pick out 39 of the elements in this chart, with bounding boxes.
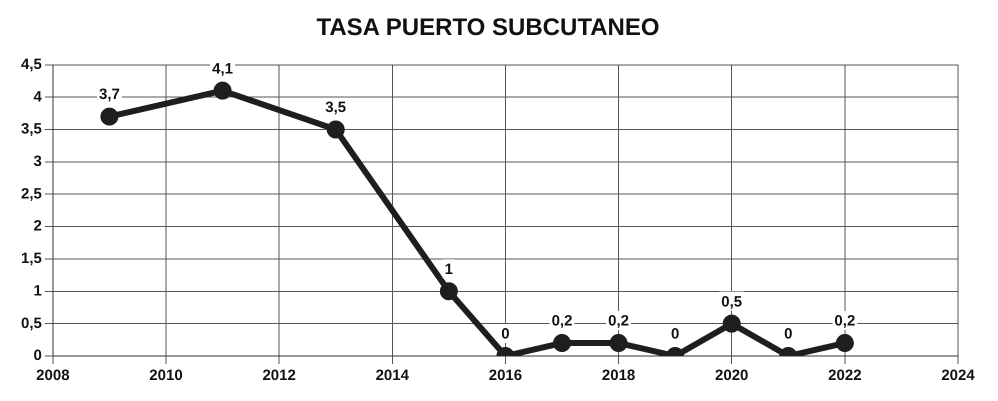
y-tick-label: 3: [34, 153, 42, 170]
data-label: 3,5: [325, 99, 346, 116]
y-tick-label: 1: [34, 282, 42, 300]
x-tick-label: 2014: [376, 367, 410, 384]
data-label: 0,5: [721, 293, 742, 310]
y-tick-label: 0,5: [20, 314, 42, 332]
data-label: 1: [444, 260, 454, 278]
point: [553, 334, 571, 352]
y-tick-label: 4,5: [20, 56, 42, 73]
data-label: 0,2: [834, 312, 856, 330]
data-label: 4,1: [212, 60, 233, 78]
point: [722, 314, 741, 333]
y-tick-label: 1,5: [20, 250, 42, 268]
x-tick-label: 2022: [828, 367, 862, 384]
point: [214, 82, 232, 100]
x-tick-label: 2018: [602, 367, 636, 384]
point: [836, 334, 854, 352]
y-tick-label: 4: [34, 88, 43, 106]
data-label: 0: [784, 326, 792, 343]
data-label: 0,2: [608, 312, 629, 330]
x-tick-label: 2020: [715, 367, 748, 384]
data-label: 3,7: [98, 86, 120, 104]
x-tick-label: 2008: [36, 367, 70, 384]
y-tick-label: 0: [34, 347, 42, 364]
y-tick-label: 3,5: [20, 120, 42, 138]
x-tick-label: 2024: [941, 367, 976, 384]
x-tick-label: 2010: [149, 367, 183, 384]
y-tick-label: 2: [34, 218, 42, 235]
data-label: 0,2: [552, 312, 572, 330]
x-tick-label: 2016: [488, 367, 522, 384]
point: [326, 120, 345, 139]
point: [610, 334, 628, 352]
chart-title: TASA PUERTO SUBCUTANEO: [316, 14, 660, 42]
point: [100, 108, 118, 126]
data-label: 0: [501, 326, 510, 343]
y-tick-label: 2,5: [20, 185, 42, 202]
data-label: 0: [670, 326, 680, 343]
point: [440, 282, 458, 300]
x-tick-label: 2012: [262, 367, 296, 384]
